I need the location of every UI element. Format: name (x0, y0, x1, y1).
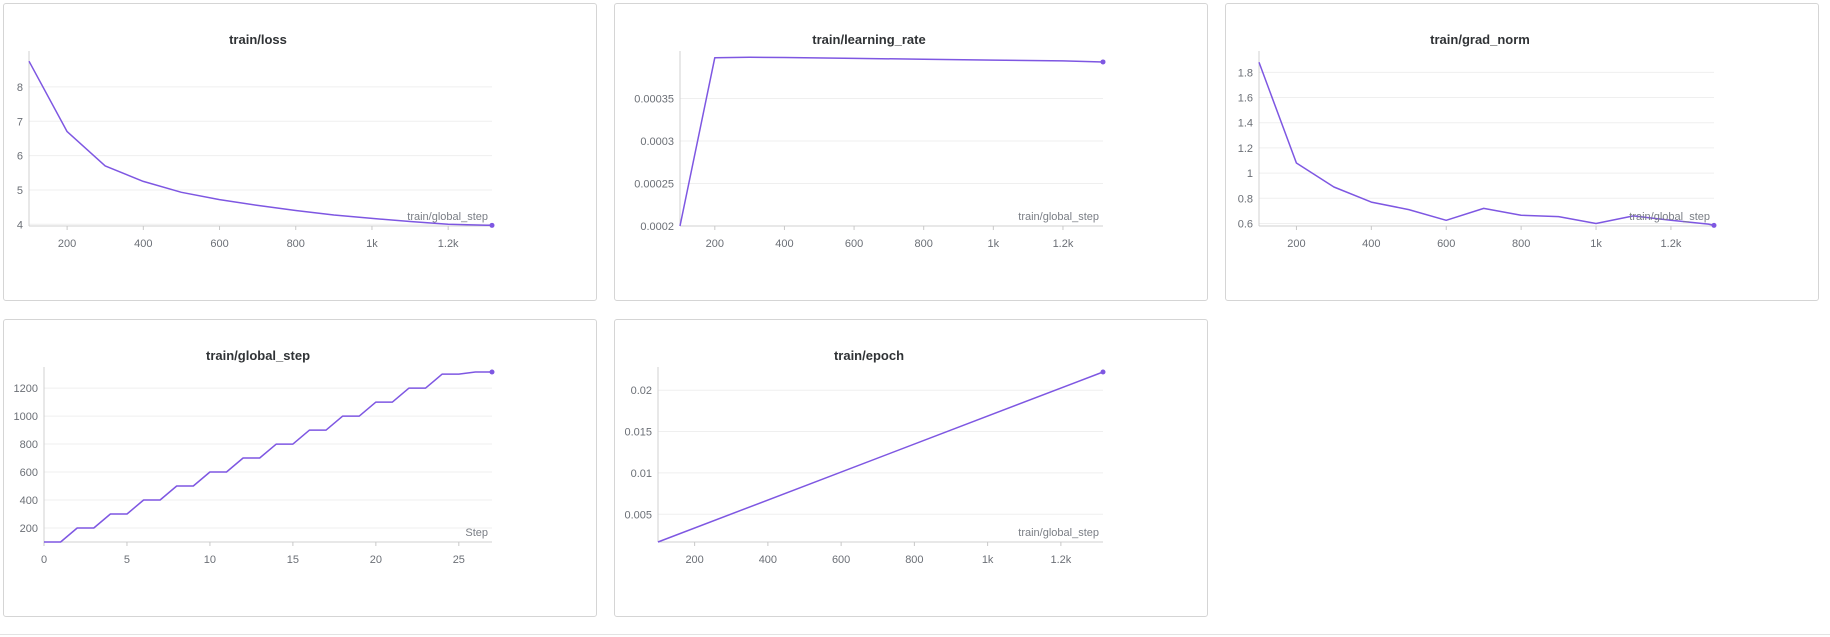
chart-0-series-line (28, 60, 492, 227)
chart-panel-train-epoch[interactable]: train/epoch 0.005 0.01 0.015 0.02 200 400 600 80… (614, 319, 1208, 617)
chart-3-xtick-label: 25 (453, 554, 465, 566)
chart-0-xtick-label: 400 (134, 238, 152, 250)
chart-4-xtick-label: 600 (832, 554, 850, 566)
chart-2-xtick-label: 800 (1512, 238, 1530, 250)
chart-4-xlabel: train/global_step (1018, 527, 1099, 539)
chart-0-xtick-label: 800 (287, 238, 305, 250)
chart-0-last-point (489, 222, 495, 228)
chart-panel-train-learning-rate[interactable]: train/learning_rate 0.0002 0.00025 0.0003 0.… (614, 3, 1208, 301)
chart-4-xtick-label: 400 (759, 554, 777, 566)
chart-4-xtick-label: 200 (685, 554, 703, 566)
chart-0-title: train/loss (229, 32, 287, 47)
chart-2-ytick-label: 0.8 (1238, 193, 1253, 205)
chart-2-xtick-label: 200 (1287, 238, 1305, 250)
chart-0-xlabel: train/global_step (407, 211, 488, 223)
chart-2-series-line (1258, 62, 1715, 227)
chart-4-last-point (1100, 369, 1106, 375)
chart-1-xtick-label: 200 (706, 238, 724, 250)
chart-2-xtick-label: 1k (1590, 238, 1602, 250)
chart-3-xtick-label: 15 (287, 554, 299, 566)
chart-3-series-line (44, 371, 492, 543)
chart-3-xlabel: Step (465, 527, 488, 539)
chart-4-ytick-label: 0.005 (624, 509, 652, 521)
chart-1-ytick-label: 0.00025 (634, 179, 674, 191)
chart-3-ytick-label: 800 (20, 439, 38, 451)
chart-2-xtick-label: 1.2k (1661, 238, 1682, 250)
chart-1-ytick-label: 0.00035 (634, 94, 674, 106)
chart-4-series-line (657, 371, 1104, 543)
chart-3-ytick-label: 1200 (14, 383, 38, 395)
chart-3-title: train/global_step (206, 348, 310, 363)
chart-3-ytick-label: 1000 (14, 411, 38, 423)
chart-1-last-point (1100, 59, 1106, 65)
chart-1-ytick-label: 0.0002 (640, 221, 674, 233)
chart-0-ytick-label: 7 (17, 116, 23, 128)
chart-panel-train-global-step[interactable]: train/global_step 200 400 600 800 1000 1200 0 5 1… (3, 319, 597, 617)
chart-1-xtick-label: 1k (988, 238, 1000, 250)
chart-3-ytick-label: 400 (20, 495, 38, 507)
chart-2-ytick-label: 1.2 (1238, 143, 1253, 155)
chart-4-ytick-label: 0.015 (624, 427, 652, 439)
chart-train-global-step: train/global_step 200 400 600 800 1000 1200 0 5 1… (14, 348, 495, 566)
chart-0-ytick-label: 6 (17, 151, 23, 163)
chart-train-learning-rate: train/learning_rate 0.0002 0.00025 0.0003 0.… (634, 32, 1106, 250)
chart-3-ytick-label: 600 (20, 467, 38, 479)
chart-3-xtick-label: 0 (41, 554, 47, 566)
chart-0-xtick-label: 1k (366, 238, 378, 250)
chart-2-ytick-label: 1.6 (1238, 93, 1253, 105)
chart-train-loss: train/loss 4 5 6 7 8 200 400 600 800 1k 1.2k train/g… (17, 32, 495, 250)
chart-1-xtick-label: 800 (915, 238, 933, 250)
chart-1-ytick-label: 0.0003 (640, 136, 674, 148)
chart-0-xtick-label: 1.2k (438, 238, 459, 250)
chart-train-epoch: train/epoch 0.005 0.01 0.015 0.02 200 400 600 80… (624, 348, 1106, 566)
chart-0-ytick-label: 5 (17, 185, 23, 197)
chart-0-ytick-label: 4 (17, 219, 23, 231)
chart-1-xtick-label: 1.2k (1053, 238, 1074, 250)
chart-4-ytick-label: 0.01 (631, 468, 652, 480)
chart-3-last-point (489, 369, 495, 375)
chart-4-xtick-label: 1k (982, 554, 994, 566)
chart-1-xlabel: train/global_step (1018, 211, 1099, 223)
chart-0-ytick-label: 8 (17, 82, 23, 94)
chart-train-grad-norm: train/grad_norm 0.6 0.8 1 1.2 1.4 1.6 1.8 200 400… (1238, 32, 1717, 250)
chart-4-xtick-label: 800 (905, 554, 923, 566)
chart-2-last-point (1711, 222, 1717, 228)
chart-4-xtick-label: 1.2k (1050, 554, 1071, 566)
chart-1-xtick-label: 600 (845, 238, 863, 250)
chart-2-xtick-label: 600 (1437, 238, 1455, 250)
chart-0-xtick-label: 200 (58, 238, 76, 250)
bottom-divider (0, 634, 1830, 635)
chart-2-xtick-label: 400 (1362, 238, 1380, 250)
chart-2-ytick-label: 1 (1247, 168, 1253, 180)
chart-2-ytick-label: 0.6 (1238, 218, 1253, 230)
chart-4-title: train/epoch (834, 348, 904, 363)
chart-3-ytick-label: 200 (20, 523, 38, 535)
chart-1-xtick-label: 400 (775, 238, 793, 250)
chart-2-ytick-label: 1.4 (1238, 118, 1253, 130)
chart-1-series-line (679, 56, 1104, 227)
chart-panel-train-grad-norm[interactable]: train/grad_norm 0.6 0.8 1 1.2 1.4 1.6 1.8 200 400… (1225, 3, 1819, 301)
chart-2-xlabel: train/global_step (1629, 211, 1710, 223)
chart-panel-train-loss[interactable]: train/loss 4 5 6 7 8 200 400 600 800 1k 1.2k train/g… (3, 3, 597, 301)
chart-3-xtick-label: 5 (124, 554, 130, 566)
chart-2-title: train/grad_norm (1430, 32, 1530, 47)
chart-4-ytick-label: 0.02 (631, 385, 652, 397)
chart-3-xtick-label: 20 (370, 554, 382, 566)
chart-0-xtick-label: 600 (210, 238, 228, 250)
chart-1-title: train/learning_rate (812, 32, 925, 47)
chart-3-xtick-label: 10 (204, 554, 216, 566)
chart-2-ytick-label: 1.8 (1238, 67, 1253, 79)
